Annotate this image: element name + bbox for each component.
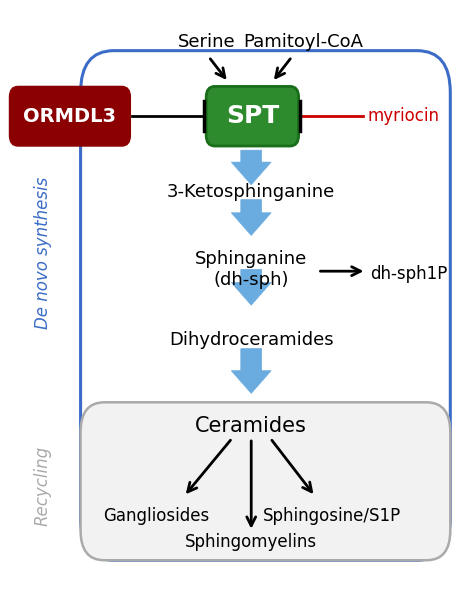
Text: 3-Ketosphinganine: 3-Ketosphinganine bbox=[167, 183, 335, 201]
Text: Serine: Serine bbox=[177, 33, 235, 51]
Text: SPT: SPT bbox=[226, 104, 279, 128]
Text: Dihydroceramides: Dihydroceramides bbox=[169, 331, 334, 349]
Text: (dh-sph): (dh-sph) bbox=[213, 271, 289, 289]
FancyBboxPatch shape bbox=[206, 86, 299, 146]
Polygon shape bbox=[231, 269, 271, 305]
Text: Sphinganine: Sphinganine bbox=[195, 250, 307, 268]
Text: dh-sph1P: dh-sph1P bbox=[370, 265, 447, 283]
Text: Sphingosine/S1P: Sphingosine/S1P bbox=[263, 507, 401, 524]
FancyBboxPatch shape bbox=[81, 402, 450, 560]
Text: ORMDL3: ORMDL3 bbox=[23, 107, 117, 126]
Text: Ceramides: Ceramides bbox=[195, 416, 307, 436]
Text: Pamitoyl-CoA: Pamitoyl-CoA bbox=[243, 33, 364, 51]
Text: Recycling: Recycling bbox=[34, 446, 52, 526]
Text: Gangliosides: Gangliosides bbox=[103, 507, 210, 524]
Text: Sphingomyelins: Sphingomyelins bbox=[185, 533, 317, 551]
Polygon shape bbox=[231, 349, 271, 393]
Text: De novo synthesis: De novo synthesis bbox=[34, 177, 52, 330]
FancyBboxPatch shape bbox=[9, 86, 130, 146]
Text: myriocin: myriocin bbox=[367, 107, 439, 125]
Polygon shape bbox=[231, 150, 271, 185]
FancyBboxPatch shape bbox=[81, 51, 450, 560]
Polygon shape bbox=[231, 200, 271, 235]
